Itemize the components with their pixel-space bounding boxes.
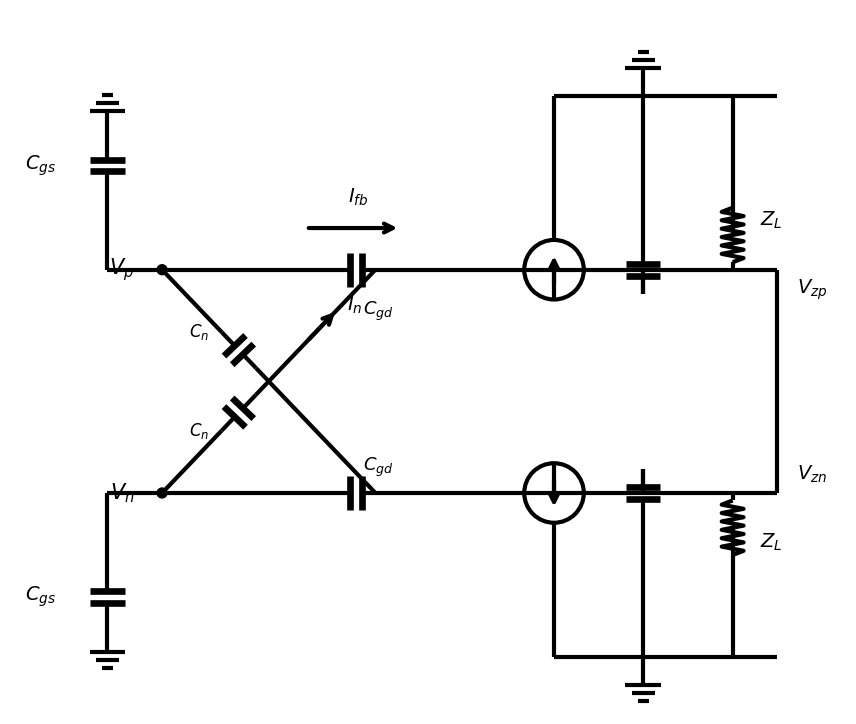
Text: $\mathit{I_{fb}}$: $\mathit{I_{fb}}$ [348, 187, 368, 209]
Text: $\mathit{C_n}$: $\mathit{C_n}$ [189, 421, 209, 440]
Text: $\mathit{C_{gs}}$: $\mathit{C_{gs}}$ [25, 585, 56, 610]
Text: $\mathit{I_n}$: $\mathit{I_n}$ [347, 295, 362, 316]
Text: $\mathit{V_{zn}}$: $\mathit{V_{zn}}$ [797, 464, 828, 485]
Text: $\mathit{V_{zp}}$: $\mathit{V_{zp}}$ [797, 277, 828, 302]
Text: $\mathit{V_p}$: $\mathit{V_p}$ [110, 256, 134, 283]
Circle shape [158, 488, 167, 498]
Text: $\mathit{C_{gd}}$: $\mathit{C_{gd}}$ [364, 456, 394, 479]
Text: $\mathit{C_{gs}}$: $\mathit{C_{gs}}$ [25, 153, 56, 178]
Text: $\mathit{C_{gd}}$: $\mathit{C_{gd}}$ [364, 300, 394, 323]
Circle shape [158, 265, 167, 274]
Text: $\mathit{Z_L}$: $\mathit{Z_L}$ [760, 532, 783, 553]
Text: $\mathit{Z_L}$: $\mathit{Z_L}$ [760, 209, 783, 231]
Text: $\mathit{V_n}$: $\mathit{V_n}$ [110, 481, 134, 505]
Text: $\mathit{C_n}$: $\mathit{C_n}$ [189, 322, 209, 342]
